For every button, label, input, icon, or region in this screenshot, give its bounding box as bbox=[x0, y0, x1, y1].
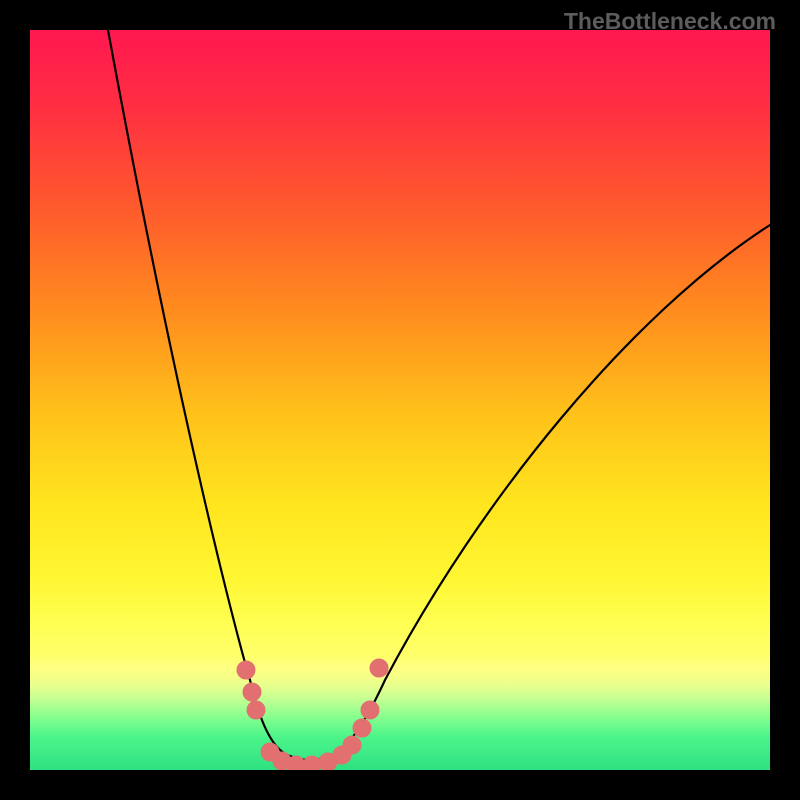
watermark-text: TheBottleneck.com bbox=[564, 8, 776, 35]
data-marker bbox=[353, 719, 371, 737]
data-marker bbox=[361, 701, 379, 719]
data-marker bbox=[237, 661, 255, 679]
data-marker bbox=[303, 756, 321, 770]
chart-background bbox=[30, 30, 770, 770]
data-marker bbox=[343, 736, 361, 754]
data-marker bbox=[243, 683, 261, 701]
plot-area bbox=[30, 30, 770, 770]
chart-svg bbox=[30, 30, 770, 770]
data-marker bbox=[370, 659, 388, 677]
data-marker bbox=[287, 756, 305, 770]
data-marker bbox=[247, 701, 265, 719]
chart-frame: TheBottleneck.com bbox=[0, 0, 800, 800]
